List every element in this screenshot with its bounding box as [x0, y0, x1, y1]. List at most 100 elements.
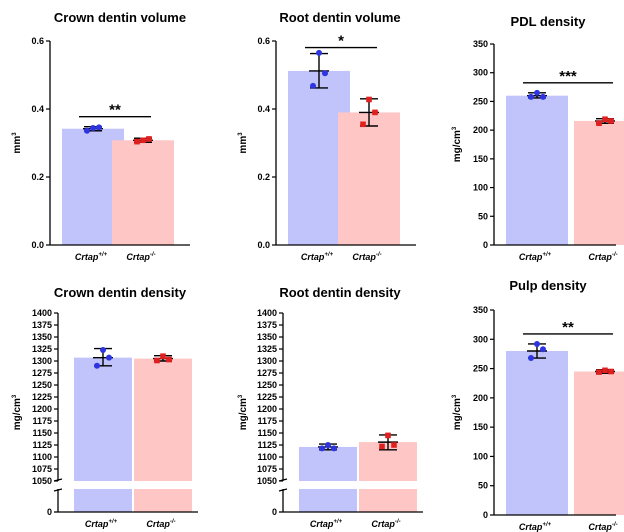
data-point-wt — [528, 93, 534, 100]
category-sup: +/+ — [108, 519, 117, 525]
data-point-ko — [146, 136, 152, 142]
category-base: Crtap — [352, 252, 376, 262]
y-tick-label: 1325 — [32, 344, 52, 354]
chart-panel: Pulp density mg/cm3 0 50 100 150 200 250 300 350 C… — [452, 278, 624, 532]
y-tick-label: 50 — [478, 481, 488, 491]
y-tick-label: 0.2 — [257, 172, 270, 182]
data-point-ko — [372, 109, 378, 116]
category-sup: -/- — [170, 519, 176, 525]
chart-title: Pulp density — [509, 278, 587, 293]
y-axis-label-base: mg/cm — [452, 130, 463, 162]
y-tick-label: 350 — [473, 305, 488, 315]
data-point-wt — [322, 70, 328, 77]
data-point-wt — [534, 340, 540, 347]
category-base: Crtap — [126, 252, 150, 262]
data-point-ko — [596, 369, 602, 375]
data-point-ko — [385, 432, 391, 439]
data-point-ko — [154, 357, 160, 364]
y-tick-label: 1175 — [257, 416, 277, 426]
category-base: Crtap — [301, 252, 325, 262]
bar-wt-lower — [74, 489, 132, 512]
data-point-wt — [94, 362, 100, 369]
data-point-wt — [84, 127, 90, 134]
chart-title: PDL density — [511, 14, 587, 29]
category-base: Crtap — [588, 522, 612, 532]
y-axis-label: mg/cm3 — [452, 394, 463, 430]
x-category-label: Crtap-/- — [588, 252, 617, 262]
chart-title: Root dentin volume — [279, 10, 400, 25]
significance-label: * — [338, 33, 344, 50]
category-sup: +/+ — [98, 252, 107, 258]
chart-title: Crown dentin volume — [54, 10, 186, 25]
bar-wt — [299, 446, 357, 481]
y-tick-label: 1125 — [32, 440, 52, 450]
y-tick-label: 0.6 — [257, 36, 270, 46]
x-category-label: Crtap+/+ — [519, 252, 552, 262]
bar-ko-lower — [359, 489, 417, 512]
data-point-ko — [391, 442, 397, 448]
y-tick-label: 250 — [473, 96, 488, 106]
bar-ko — [574, 120, 624, 245]
y-axis-label-base: mg/cm — [452, 398, 463, 430]
category-sup: +/+ — [542, 522, 551, 528]
y-axis-label-base: mg/cm — [12, 398, 23, 430]
y-axis-label-sup: 3 — [238, 132, 244, 136]
y-tick-label: 1100 — [257, 452, 277, 462]
category-base: Crtap — [75, 252, 99, 262]
category-sup: -/- — [150, 252, 156, 258]
data-point-ko — [608, 118, 614, 124]
data-point-ko — [602, 116, 608, 123]
y-tick-label: 1250 — [257, 380, 277, 390]
chart-panel: Crown dentin density mg/cm3 0 1050 1075 1100 1… — [12, 285, 198, 529]
y-tick-label: 250 — [473, 364, 488, 374]
y-tick-label: 1375 — [32, 320, 52, 330]
y-tick-label: 1275 — [32, 368, 52, 378]
y-tick-label: 150 — [473, 422, 488, 432]
y-axis-label-base: mg/cm — [238, 398, 249, 430]
y-axis-label-sup: 3 — [12, 394, 18, 398]
significance-label: ** — [562, 319, 574, 336]
category-sup: +/+ — [542, 252, 551, 258]
y-tick-label: 1275 — [257, 368, 277, 378]
x-category-label: Crtap-/- — [352, 252, 381, 262]
x-category-label: Crtap+/+ — [301, 252, 334, 262]
data-point-ko — [596, 120, 602, 127]
significance-label: ** — [109, 102, 121, 119]
y-axis-label-sup: 3 — [452, 126, 458, 130]
y-tick-label: 1300 — [32, 356, 52, 366]
bar-ko-lower — [134, 489, 192, 512]
data-point-wt — [540, 346, 546, 353]
y-axis-label: mg/cm3 — [238, 394, 249, 430]
y-axis-label-base: mm — [238, 136, 249, 154]
data-point-wt — [534, 89, 540, 96]
y-tick-label: 0.4 — [257, 104, 270, 114]
chart-title: Crown dentin density — [54, 285, 187, 300]
y-tick-label: 150 — [473, 154, 488, 164]
data-point-wt — [331, 445, 337, 452]
y-tick-label: 1200 — [257, 404, 277, 414]
chart-panel: Root dentin volumemm30.00.20.40.6Crtap+/… — [238, 10, 416, 262]
x-category-label: Crtap-/- — [588, 522, 617, 532]
data-point-wt — [310, 82, 316, 89]
y-tick-label: 0.4 — [31, 104, 44, 114]
bar-wt — [74, 357, 132, 481]
x-category-label: Crtap+/+ — [519, 522, 552, 532]
category-sup: +/+ — [324, 252, 333, 258]
y-tick-label: 1050 — [257, 476, 277, 486]
data-point-wt — [325, 442, 331, 448]
category-sup: -/- — [395, 519, 401, 525]
y-tick-label: 1100 — [32, 452, 52, 462]
data-point-ko — [134, 138, 140, 145]
category-base: Crtap — [588, 252, 612, 262]
y-tick-label: 0.0 — [257, 240, 270, 250]
y-tick-label: 1350 — [257, 332, 277, 342]
y-axis-label: mg/cm3 — [452, 126, 463, 162]
bar-ko — [338, 112, 400, 246]
x-category-label: Crtap-/- — [146, 519, 175, 529]
y-axis-label-sup: 3 — [238, 394, 244, 398]
y-tick-label: 1150 — [32, 428, 52, 438]
y-tick-label: 1150 — [257, 428, 277, 438]
y-tick-label: 1175 — [32, 416, 52, 426]
category-base: Crtap — [146, 519, 170, 529]
